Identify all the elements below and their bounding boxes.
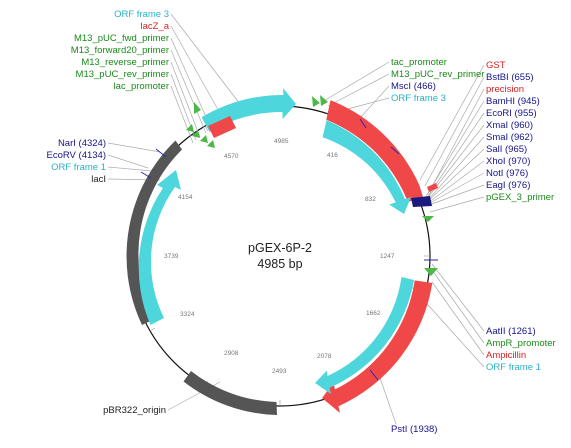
label-msci: MscI (466) [391, 81, 436, 92]
tick-label-416: 416 [327, 152, 338, 159]
tick-label-2078: 2078 [317, 353, 332, 360]
label-m13-forward20-primer: M13_forward20_primer [71, 45, 169, 56]
label-orf-frame-1-right: ORF frame 1 [486, 362, 541, 373]
orf-frame-1-right-arrow [315, 277, 414, 394]
tick-label-832: 832 [365, 196, 376, 203]
label-tac-promoter: tac_promoter [391, 57, 447, 68]
tick-label-0: 4985 [274, 138, 289, 145]
tick-label-4570: 4570 [224, 153, 239, 160]
label-pbr322-origin: pBR322_origin [103, 405, 166, 416]
labels-bottom-right: AatII (1261) AmpR_promoter Ampicillin OR… [486, 326, 556, 373]
label-xmai: XmaI (960) [486, 120, 533, 131]
label-eagi: EagI (976) [486, 180, 530, 191]
labels-left: NarI (4324) EcoRV (4134) ORF frame 1 lac… [47, 138, 107, 185]
label-orf-frame-3-right: ORF frame 3 [391, 93, 446, 104]
labels-top-mid: tac_promoter M13_pUC_rev_primer MscI (46… [391, 57, 484, 104]
label-orf-frame-3-top: ORF frame 3 [114, 9, 169, 20]
labels-right: GST BstBI (655) precision BamHI (945) Ec… [486, 60, 554, 203]
pbr322-origin-feature [183, 371, 277, 415]
label-noti: NotI (976) [486, 168, 528, 179]
leader-lines [107, 13, 485, 425]
tick-label-3324: 3324 [180, 311, 195, 318]
plasmid-length: 4985 bp [257, 257, 302, 271]
labels-top-left: ORF frame 3 lacZ_a M13_pUC_fwd_primer M1… [71, 9, 170, 92]
label-ecorv: EcoRV (4134) [47, 150, 107, 161]
tick-label-2908: 2908 [224, 350, 239, 357]
label-sali: SalI (965) [486, 144, 527, 155]
label-bstbi: BstBI (655) [486, 72, 534, 83]
ampicillin-arrow [322, 280, 433, 413]
label-m13-reverse-primer: M13_reverse_primer [81, 57, 169, 68]
mcs-sites [411, 196, 432, 207]
tick-label-3739: 3739 [164, 253, 179, 260]
label-smai: SmaI (962) [486, 132, 533, 143]
label-ampicillin: Ampicillin [486, 350, 526, 361]
label-xhoi: XhoI (970) [486, 156, 530, 167]
label-m13-puc-rev-primer-left: M13_pUC_rev_primer [76, 69, 169, 80]
label-orf-frame-1-left: ORF frame 1 [51, 162, 106, 173]
label-bamhi: BamHI (945) [486, 96, 540, 107]
label-precision: precision [486, 84, 524, 95]
label-ampr-promoter: AmpR_promoter [486, 338, 556, 349]
tick-label-1662: 1662 [366, 310, 381, 317]
tick-label-4154: 4154 [178, 194, 193, 201]
label-ecori: EcoRI (955) [486, 108, 537, 119]
label-pgex-3-primer: pGEX_3_primer [486, 192, 554, 203]
label-nari: NarI (4324) [58, 138, 106, 149]
label-lac-promoter: lac_promoter [114, 81, 169, 92]
tick-label-2493: 2493 [272, 368, 287, 375]
label-m13-puc-fwd-primer: M13_pUC_fwd_primer [74, 33, 169, 44]
plasmid-name: pGEX-6P-2 [248, 241, 312, 255]
label-lacz-alpha: lacZ_a [140, 21, 169, 32]
orf-frame-1-left-arrow [138, 170, 181, 325]
lacz-alpha-arrow [208, 116, 236, 138]
gst-arrow [326, 100, 423, 202]
label-aatii: AatII (1261) [486, 326, 536, 337]
tick-label-1247: 1247 [380, 253, 395, 260]
precision-arrow [427, 183, 438, 192]
primer-markers [186, 95, 438, 276]
label-m13-puc-rev-primer-right: M13_pUC_rev_primer [391, 69, 484, 80]
label-psti: PstI (1938) [391, 424, 437, 435]
label-gst: GST [486, 60, 506, 71]
orf-frame-3-right-arrow [322, 120, 411, 214]
label-laci: lacI [91, 174, 106, 185]
restriction-site-marks [140, 118, 438, 381]
